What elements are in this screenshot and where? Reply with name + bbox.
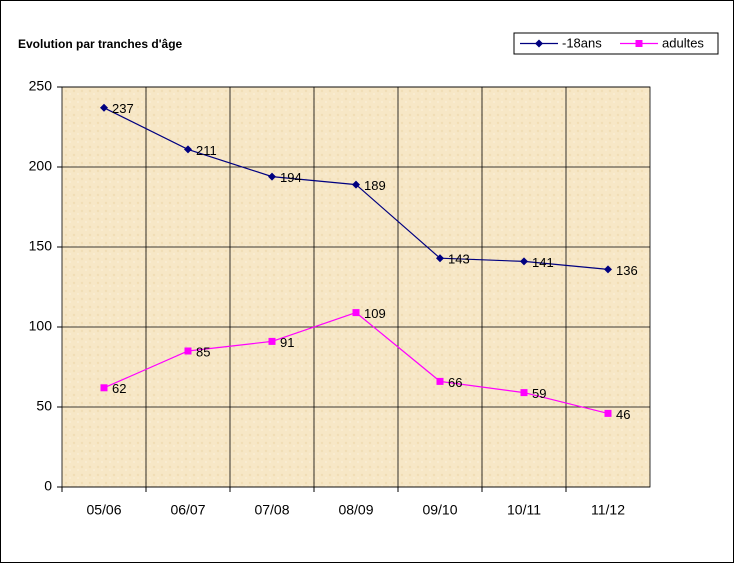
marker — [604, 265, 612, 274]
y-tick-label: 100 — [29, 318, 53, 334]
x-tick-label: 05/06 — [86, 502, 121, 518]
legend-box — [513, 32, 719, 55]
marker — [520, 257, 528, 266]
data-label: 46 — [616, 407, 630, 422]
marker — [436, 254, 444, 263]
marker — [268, 172, 276, 181]
data-label: 136 — [616, 263, 638, 278]
legend-label: -18ans — [562, 35, 602, 50]
y-tick-label: 0 — [44, 478, 52, 494]
marker — [535, 39, 543, 48]
marker — [520, 389, 528, 397]
y-tick-label: 200 — [29, 158, 53, 174]
data-label: 66 — [448, 375, 462, 390]
x-tick-label: 09/10 — [422, 502, 457, 518]
data-label: 141 — [532, 255, 554, 270]
x-tick-label: 08/09 — [338, 502, 373, 518]
data-label: 62 — [112, 381, 126, 396]
marker — [268, 337, 276, 345]
marker — [436, 377, 444, 385]
data-label: 91 — [280, 335, 294, 350]
data-label: 85 — [196, 344, 210, 359]
marker — [100, 103, 108, 112]
x-tick-label: 10/11 — [507, 502, 541, 518]
marker — [100, 384, 108, 392]
data-label: 211 — [196, 143, 217, 158]
x-tick-label: 11/12 — [591, 502, 625, 518]
legend-label: adultes — [662, 35, 704, 50]
data-label: 189 — [364, 178, 386, 193]
marker — [604, 409, 612, 417]
y-tick-label: 50 — [36, 398, 52, 414]
chart-title: Evolution par tranches d'âge — [18, 37, 183, 51]
marker — [352, 180, 360, 189]
marker — [635, 40, 643, 47]
plot-border — [61, 86, 651, 488]
data-label: 194 — [280, 170, 302, 185]
y-tick-label: 250 — [29, 78, 53, 94]
marker — [184, 347, 192, 355]
marker — [184, 145, 192, 154]
plot-area — [62, 87, 650, 487]
x-tick-label: 07/08 — [254, 502, 289, 518]
data-label: 237 — [112, 101, 134, 116]
data-label: 59 — [532, 386, 546, 401]
data-label: 109 — [364, 306, 386, 321]
data-label: 143 — [448, 252, 470, 267]
x-tick-label: 06/07 — [170, 502, 205, 518]
y-tick-label: 150 — [29, 238, 53, 254]
marker — [352, 309, 360, 317]
